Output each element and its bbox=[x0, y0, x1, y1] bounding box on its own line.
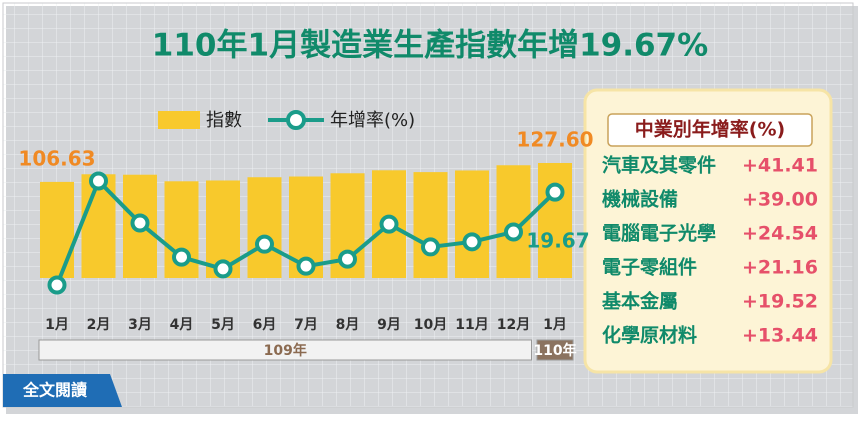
x-tick-label: 1月 bbox=[543, 317, 567, 333]
panel-title-box bbox=[607, 113, 813, 147]
value-label: 127.60 bbox=[516, 128, 593, 152]
x-tick-label: 2月 bbox=[87, 317, 111, 333]
bar bbox=[455, 170, 489, 278]
bar bbox=[247, 177, 282, 278]
line-marker bbox=[338, 249, 357, 269]
x-tick-label: 3月 bbox=[128, 317, 152, 333]
period-band bbox=[536, 339, 574, 361]
line-marker bbox=[255, 234, 274, 254]
button[interactable]: 全文閱讀 bbox=[3, 374, 122, 407]
bar bbox=[40, 181, 74, 278]
line-marker bbox=[504, 222, 523, 242]
legend-label: 年增率(%) bbox=[330, 110, 415, 131]
button-label[interactable]: 全文閱讀 bbox=[22, 381, 87, 400]
panel-row-name: 汽車及其零件 bbox=[602, 154, 716, 177]
x-tick-label: 9月 bbox=[377, 317, 401, 333]
panel-row-value: +13.44 bbox=[742, 325, 818, 347]
panel bbox=[583, 88, 833, 374]
chart-title: 110年1月製造業生產指數年增19.67% bbox=[152, 28, 708, 64]
panel-row-value: +19.52 bbox=[742, 291, 818, 313]
panel-row-value: +39.00 bbox=[742, 189, 818, 211]
legend-marker bbox=[286, 110, 306, 130]
panel-row-name: 電子零組件 bbox=[602, 256, 697, 279]
line-marker bbox=[47, 275, 67, 295]
line-marker bbox=[462, 232, 482, 252]
x-tick-label: 6月 bbox=[253, 317, 277, 333]
panel-row-value: +24.54 bbox=[742, 223, 818, 245]
period-label: 110年 bbox=[533, 342, 576, 359]
line-marker bbox=[130, 213, 150, 233]
legend-swatch bbox=[158, 111, 200, 129]
panel-row-value: +21.16 bbox=[742, 257, 818, 279]
panel-title: 中業別年增率(%) bbox=[635, 118, 785, 141]
value-label: 106.63 bbox=[18, 146, 95, 170]
bar bbox=[538, 163, 572, 278]
panel-row-name: 化學原材料 bbox=[602, 324, 697, 347]
line-marker bbox=[296, 256, 316, 276]
legend-label: 指數 bbox=[206, 110, 242, 131]
panel-row-name: 電腦電子光學 bbox=[602, 222, 716, 245]
value-label: 19.67 bbox=[526, 229, 589, 253]
x-tick-label: 7月 bbox=[294, 317, 318, 333]
x-tick-label: 4月 bbox=[170, 317, 194, 333]
panel-row-name: 基本金屬 bbox=[601, 290, 678, 313]
panel-row-name: 機械設備 bbox=[602, 188, 678, 211]
line-marker bbox=[89, 171, 108, 191]
line-marker bbox=[379, 214, 399, 234]
panel-row-value: +41.41 bbox=[742, 155, 818, 177]
x-tick-label: 5月 bbox=[211, 317, 235, 333]
bar bbox=[413, 172, 448, 278]
x-tick-label: 1月 bbox=[45, 317, 69, 333]
x-tick-label: 8月 bbox=[336, 317, 360, 333]
button-bg[interactable] bbox=[3, 374, 122, 407]
line-marker bbox=[421, 237, 440, 257]
x-tick-label: 10月 bbox=[414, 317, 447, 333]
period-band bbox=[38, 339, 532, 361]
line-marker bbox=[545, 182, 565, 202]
period-label: 109年 bbox=[264, 342, 307, 359]
line-marker bbox=[213, 259, 233, 279]
line-marker bbox=[172, 247, 191, 267]
x-tick-label: 11月 bbox=[455, 317, 488, 333]
x-tick-label: 12月 bbox=[497, 317, 530, 333]
